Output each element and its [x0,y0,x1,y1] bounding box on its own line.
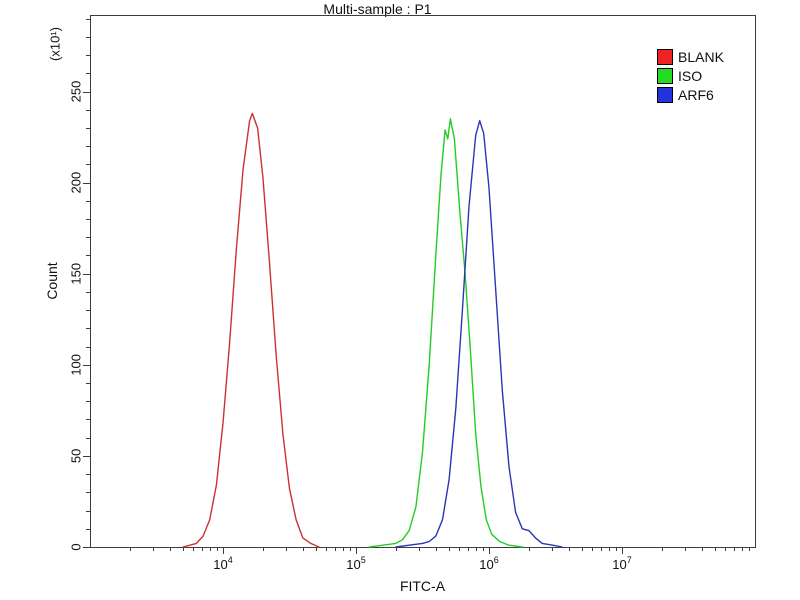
y-tick-label: 150 [69,263,84,285]
x-tick-label: 106 [479,555,498,572]
y-tick-label: 100 [69,354,84,376]
legend-swatch-blank [657,49,673,65]
y-axis-title: Count [44,262,60,300]
plot-border [90,15,756,548]
y-axis-unit-label: (x10¹) [47,27,63,61]
series-curve-arf6 [395,120,563,548]
x-tick-label: 104 [213,555,232,572]
x-axis-title: FITC-A [399,578,446,594]
y-tick-label: 50 [69,449,84,463]
legend-swatch-iso [657,68,673,84]
y-tick-label: 250 [69,81,84,103]
legend-item-blank: BLANK [657,49,724,65]
y-tick-label: 200 [69,172,84,194]
chart-title: Multi-sample : P1 [323,1,432,17]
x-tick-label: 107 [612,555,631,572]
legend: BLANK ISO ARF6 [657,49,724,106]
legend-swatch-arf6 [657,87,673,103]
legend-label: BLANK [678,49,724,65]
legend-item-arf6: ARF6 [657,87,724,103]
legend-label: ISO [678,68,703,84]
legend-item-iso: ISO [657,68,724,84]
y-tick-label: 0 [69,543,84,550]
x-tick-label: 105 [346,555,365,572]
series-curve-iso [368,118,523,548]
legend-label: ARF6 [678,87,714,103]
series-curve-blank [182,112,320,548]
